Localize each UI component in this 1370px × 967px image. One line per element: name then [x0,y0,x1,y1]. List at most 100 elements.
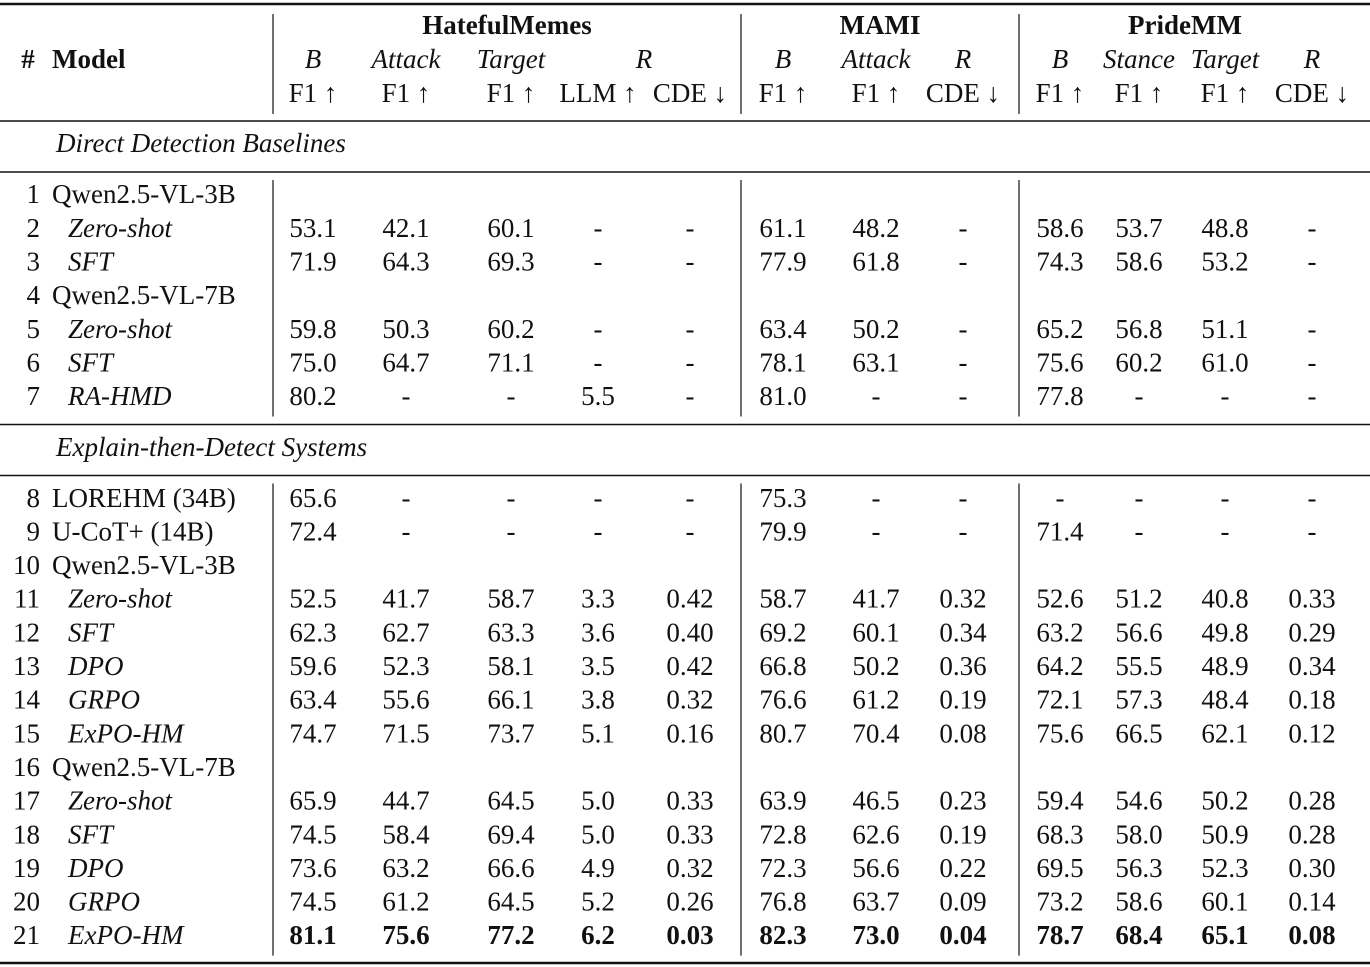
cell-value: 69.2 [759,617,806,647]
cell-value: 73.0 [852,920,899,950]
cell-value: 63.4 [289,685,337,715]
cell-value: 68.4 [1115,920,1162,950]
cell-value: - [959,381,968,411]
cell-value: - [872,381,881,411]
cell-value: 0.08 [939,718,986,748]
cell-value: 5.0 [581,786,615,816]
cell-value: 69.5 [1036,853,1083,883]
cell-value: 41.7 [382,584,429,614]
cell-value: 53.2 [1201,247,1248,277]
group-title: HatefulMemes [422,10,591,40]
cell-value: - [686,516,695,546]
cell-value: 75.3 [759,483,806,513]
cell-value: 0.22 [939,853,986,883]
group-title: MAMI [840,10,921,40]
cell-value: 73.2 [1036,887,1083,917]
column-label: Stance [1103,44,1175,74]
cell-value: 0.33 [666,786,713,816]
cell-value: 72.1 [1036,685,1083,715]
cell-value: - [959,516,968,546]
cell-value: 50.9 [1201,819,1248,849]
model-name: Zero-shot [68,584,174,614]
column-label: B [1052,44,1069,74]
cell-value: 59.4 [1036,786,1084,816]
row-number: 8 [27,483,41,513]
cell-value: - [959,213,968,243]
cell-value: 63.7 [852,887,899,917]
cell-value: 58.0 [1115,819,1162,849]
cell-value: 0.29 [1288,617,1335,647]
cell-value: 57.3 [1115,685,1162,715]
cell-value: 54.6 [1115,786,1162,816]
cell-value: - [686,483,695,513]
cell-value: 74.7 [289,718,336,748]
column-metric: LLM ↑ [559,78,636,108]
row-number: 3 [27,247,41,277]
cell-value: 66.1 [487,685,534,715]
cell-value: 74.5 [289,887,336,917]
cell-value: 0.32 [939,584,986,614]
cell-value: 58.1 [487,651,534,681]
cell-value: - [959,347,968,377]
cell-value: - [1135,516,1144,546]
model-name: Qwen2.5-VL-7B [52,280,236,310]
model-name: Qwen2.5-VL-3B [52,179,236,209]
row-number: 2 [27,213,41,243]
cell-value: 53.7 [1115,213,1162,243]
cell-value: - [1221,516,1230,546]
column-metric: F1 ↑ [759,78,808,108]
cell-value: 78.7 [1036,920,1083,950]
cell-value: 0.04 [939,920,986,950]
cell-value: 3.6 [581,617,615,647]
cell-value: 0.16 [666,718,713,748]
cell-value: 63.9 [759,786,806,816]
cell-value: 55.6 [382,685,429,715]
row-number: 1 [27,179,41,209]
model-name: ExPO-HM [67,718,185,748]
cell-value: 3.8 [581,685,615,715]
cell-value: - [959,247,968,277]
cell-value: 61.2 [852,685,899,715]
row-number: 11 [14,584,40,614]
cell-value: 48.9 [1201,651,1248,681]
cell-value: - [872,516,881,546]
cell-value: - [594,483,603,513]
cell-value: 50.2 [852,651,899,681]
cell-value: - [1308,516,1317,546]
cell-value: - [959,314,968,344]
cell-value: 77.2 [487,920,534,950]
cell-value: - [507,516,516,546]
column-metric: CDE ↓ [926,78,1000,108]
cell-value: 6.2 [581,920,615,950]
cell-value: 59.8 [289,314,336,344]
column-metric: F1 ↑ [1115,78,1164,108]
model-name: LOREHM (34B) [52,483,236,513]
cell-value: 52.5 [289,584,336,614]
row-number: 10 [13,550,40,580]
cell-value: 77.8 [1036,381,1083,411]
cell-value: 62.1 [1201,718,1248,748]
cell-value: 41.7 [852,584,899,614]
column-label: B [775,44,792,74]
cell-value: - [686,247,695,277]
cell-value: 63.3 [487,617,534,647]
cell-value: 48.4 [1201,685,1249,715]
cell-value: 58.6 [1036,213,1083,243]
cell-value: 63.2 [382,853,429,883]
cell-value: - [594,347,603,377]
cell-value: - [1135,381,1144,411]
cell-value: 50.3 [382,314,429,344]
cell-value: 62.3 [289,617,336,647]
column-metric: F1 ↑ [289,78,338,108]
cell-value: 0.08 [1288,920,1335,950]
column-label: R [954,44,972,74]
column-metric: F1 ↑ [487,78,536,108]
model-name: Zero-shot [68,213,174,243]
cell-value: 75.6 [382,920,429,950]
cell-value: 60.1 [1201,887,1248,917]
cell-value: 80.7 [759,718,806,748]
cell-value: 65.6 [289,483,336,513]
cell-value: 0.28 [1288,786,1335,816]
cell-value: 63.4 [759,314,807,344]
